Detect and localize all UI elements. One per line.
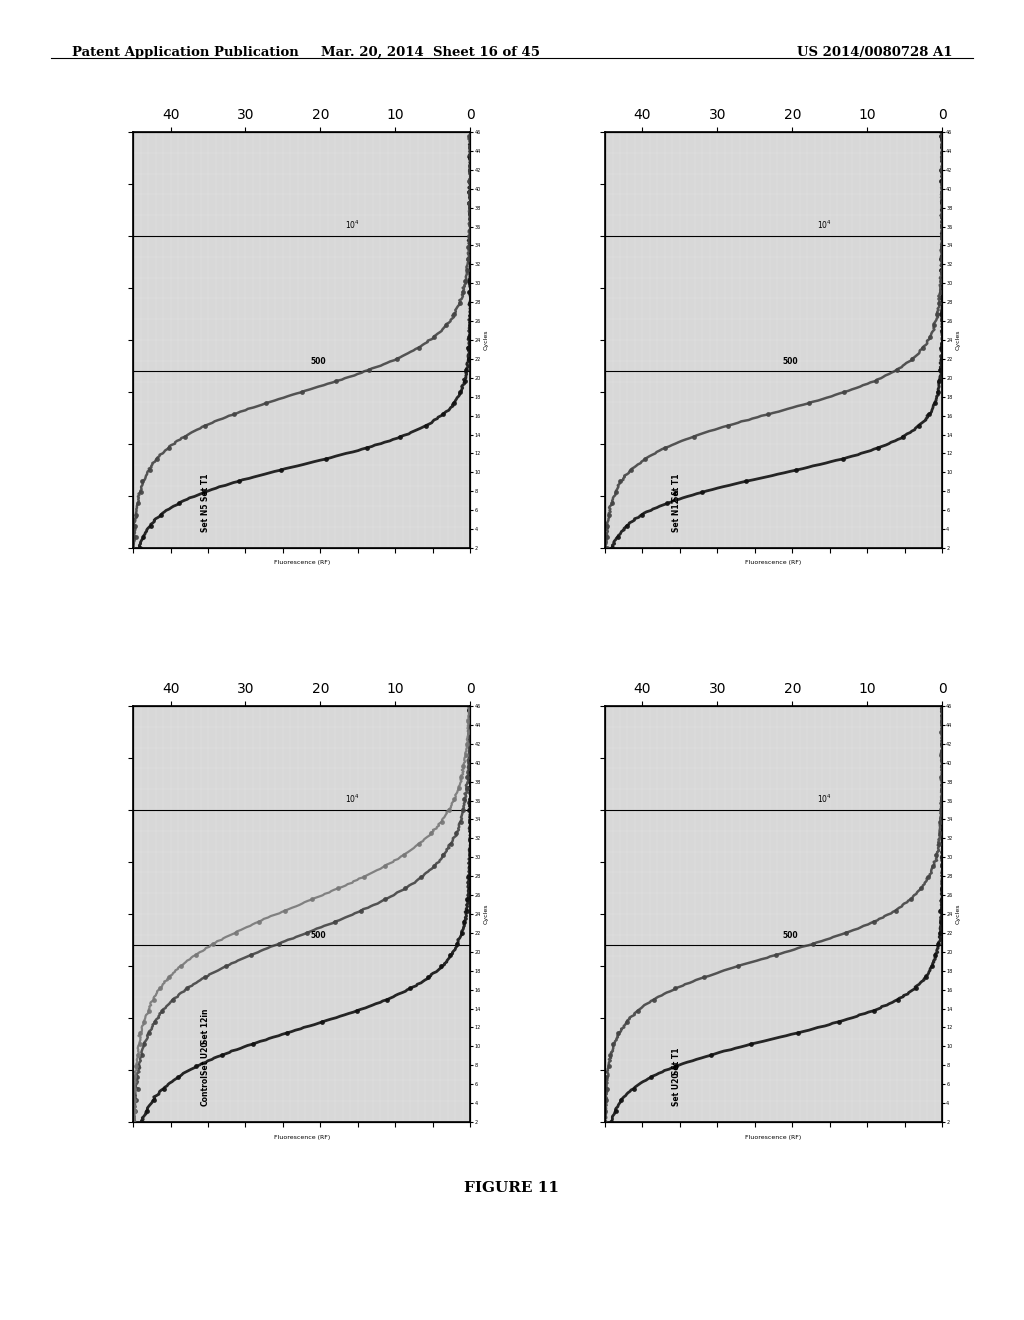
Text: Mar. 20, 2014  Sheet 16 of 45: Mar. 20, 2014 Sheet 16 of 45 <box>321 46 540 59</box>
Text: Set N12 &: Set N12 & <box>673 490 681 532</box>
Text: Set N5: Set N5 <box>201 504 210 532</box>
Y-axis label: Cycles: Cycles <box>483 330 488 350</box>
Y-axis label: Cycles: Cycles <box>955 904 961 924</box>
Text: $10^4$: $10^4$ <box>817 792 831 805</box>
Text: Set T1: Set T1 <box>673 1048 681 1076</box>
Text: Set U20: Set U20 <box>201 1041 210 1076</box>
Text: $10^4$: $10^4$ <box>345 218 359 231</box>
Text: US 2014/0080728 A1: US 2014/0080728 A1 <box>797 46 952 59</box>
Text: 500: 500 <box>310 358 327 366</box>
Y-axis label: Cycles: Cycles <box>483 904 488 924</box>
X-axis label: Fluorescence (RF): Fluorescence (RF) <box>273 1134 330 1139</box>
Text: 500: 500 <box>782 931 799 940</box>
Text: $10^4$: $10^4$ <box>345 792 359 805</box>
Text: Set 12in: Set 12in <box>201 1008 210 1044</box>
Y-axis label: Cycles: Cycles <box>955 330 961 350</box>
Text: 500: 500 <box>310 931 327 940</box>
X-axis label: Fluorescence (RF): Fluorescence (RF) <box>745 1134 802 1139</box>
Text: Set T1: Set T1 <box>673 474 681 502</box>
Text: FIGURE 11: FIGURE 11 <box>465 1181 559 1195</box>
Text: Set T1: Set T1 <box>201 474 210 502</box>
Text: Set U20 &: Set U20 & <box>673 1064 681 1106</box>
Text: Control: Control <box>201 1074 210 1106</box>
Text: Patent Application Publication: Patent Application Publication <box>72 46 298 59</box>
X-axis label: Fluorescence (RF): Fluorescence (RF) <box>273 561 330 565</box>
X-axis label: Fluorescence (RF): Fluorescence (RF) <box>745 561 802 565</box>
Text: $10^4$: $10^4$ <box>817 218 831 231</box>
Text: 500: 500 <box>782 358 799 366</box>
